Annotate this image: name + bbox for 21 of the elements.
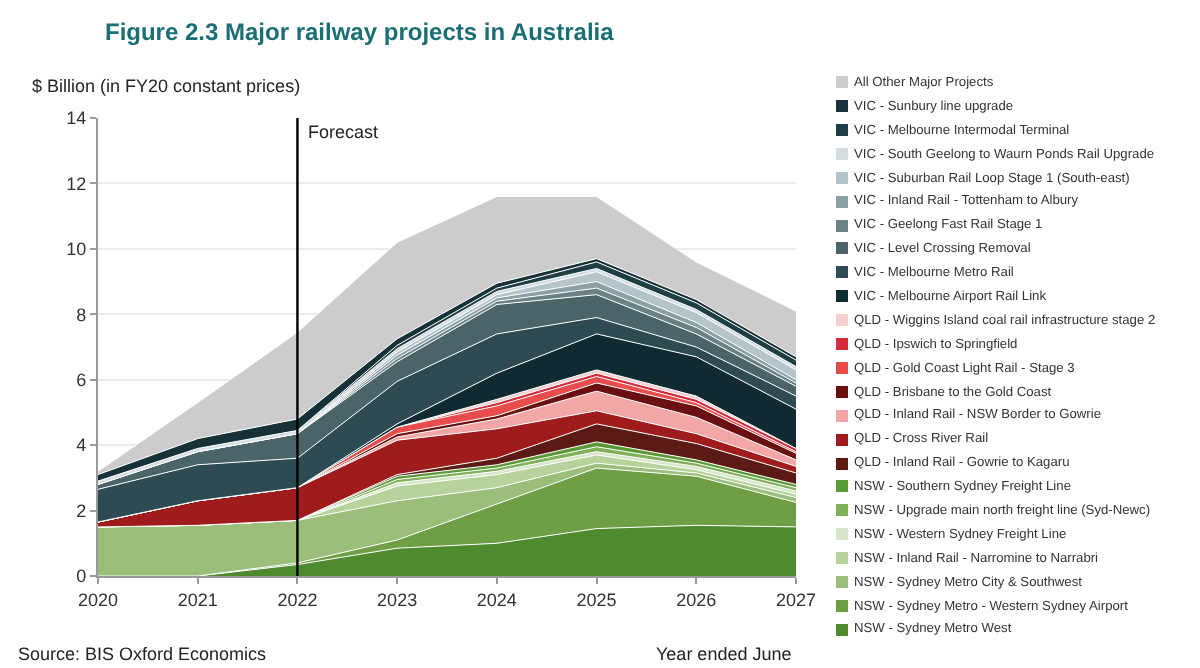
x-tick-label: 2022 xyxy=(277,589,318,610)
x-tick-label: 2021 xyxy=(177,589,218,610)
x-axis-title: Year ended June xyxy=(656,644,792,664)
x-tick-label: 2026 xyxy=(676,589,717,610)
y-tick-label: 4 xyxy=(76,435,87,456)
x-tick-label: 2020 xyxy=(77,589,119,610)
chart-title: Figure 2.3 Major railway projects in Australia xyxy=(104,18,615,47)
y-tick-label: 12 xyxy=(66,173,87,194)
x-tick-label: 2025 xyxy=(576,589,617,610)
y-tick-label: 2 xyxy=(76,500,87,521)
y-tick-label: 8 xyxy=(76,304,87,325)
y-tick-label: 10 xyxy=(66,239,87,260)
y-tick-label: 0 xyxy=(76,566,87,587)
x-tick-label: 2024 xyxy=(476,589,517,610)
y-tick-label: 6 xyxy=(76,370,87,391)
source-note: Source: BIS Oxford Economics xyxy=(18,644,268,664)
ref-line-label: Forecast xyxy=(308,122,380,142)
x-tick-label: 2027 xyxy=(775,589,817,610)
y-tick-label: 14 xyxy=(66,108,87,129)
x-tick-label: 2023 xyxy=(377,589,418,610)
y-axis-title: $ Billion (in FY20 constant prices) xyxy=(32,76,301,96)
